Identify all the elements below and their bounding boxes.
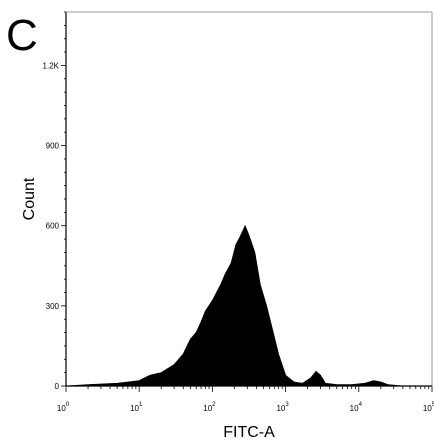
- y-tick-label: 0: [55, 382, 60, 391]
- x-tick-group: 100 101 102 103 104 105: [57, 386, 434, 413]
- y-tick-label: 600: [46, 222, 60, 231]
- y-tick-group: 0 300 600 900 1.2K: [43, 11, 66, 391]
- x-tick-label: 105: [423, 402, 434, 413]
- x-tick-label: 102: [203, 402, 216, 413]
- x-tick-label: 104: [350, 402, 363, 413]
- x-tick-label: 100: [57, 402, 70, 413]
- histogram-area: [65, 224, 432, 387]
- x-tick-label: 103: [276, 402, 289, 413]
- y-axis-label: Count: [21, 177, 38, 220]
- y-tick-label: 1.2K: [43, 61, 60, 70]
- y-tick-label: 300: [46, 302, 60, 311]
- panel-label: C: [6, 11, 38, 60]
- x-tick-label: 101: [130, 402, 143, 413]
- y-tick-label: 900: [46, 142, 60, 151]
- x-axis-label: FITC-A: [223, 424, 275, 441]
